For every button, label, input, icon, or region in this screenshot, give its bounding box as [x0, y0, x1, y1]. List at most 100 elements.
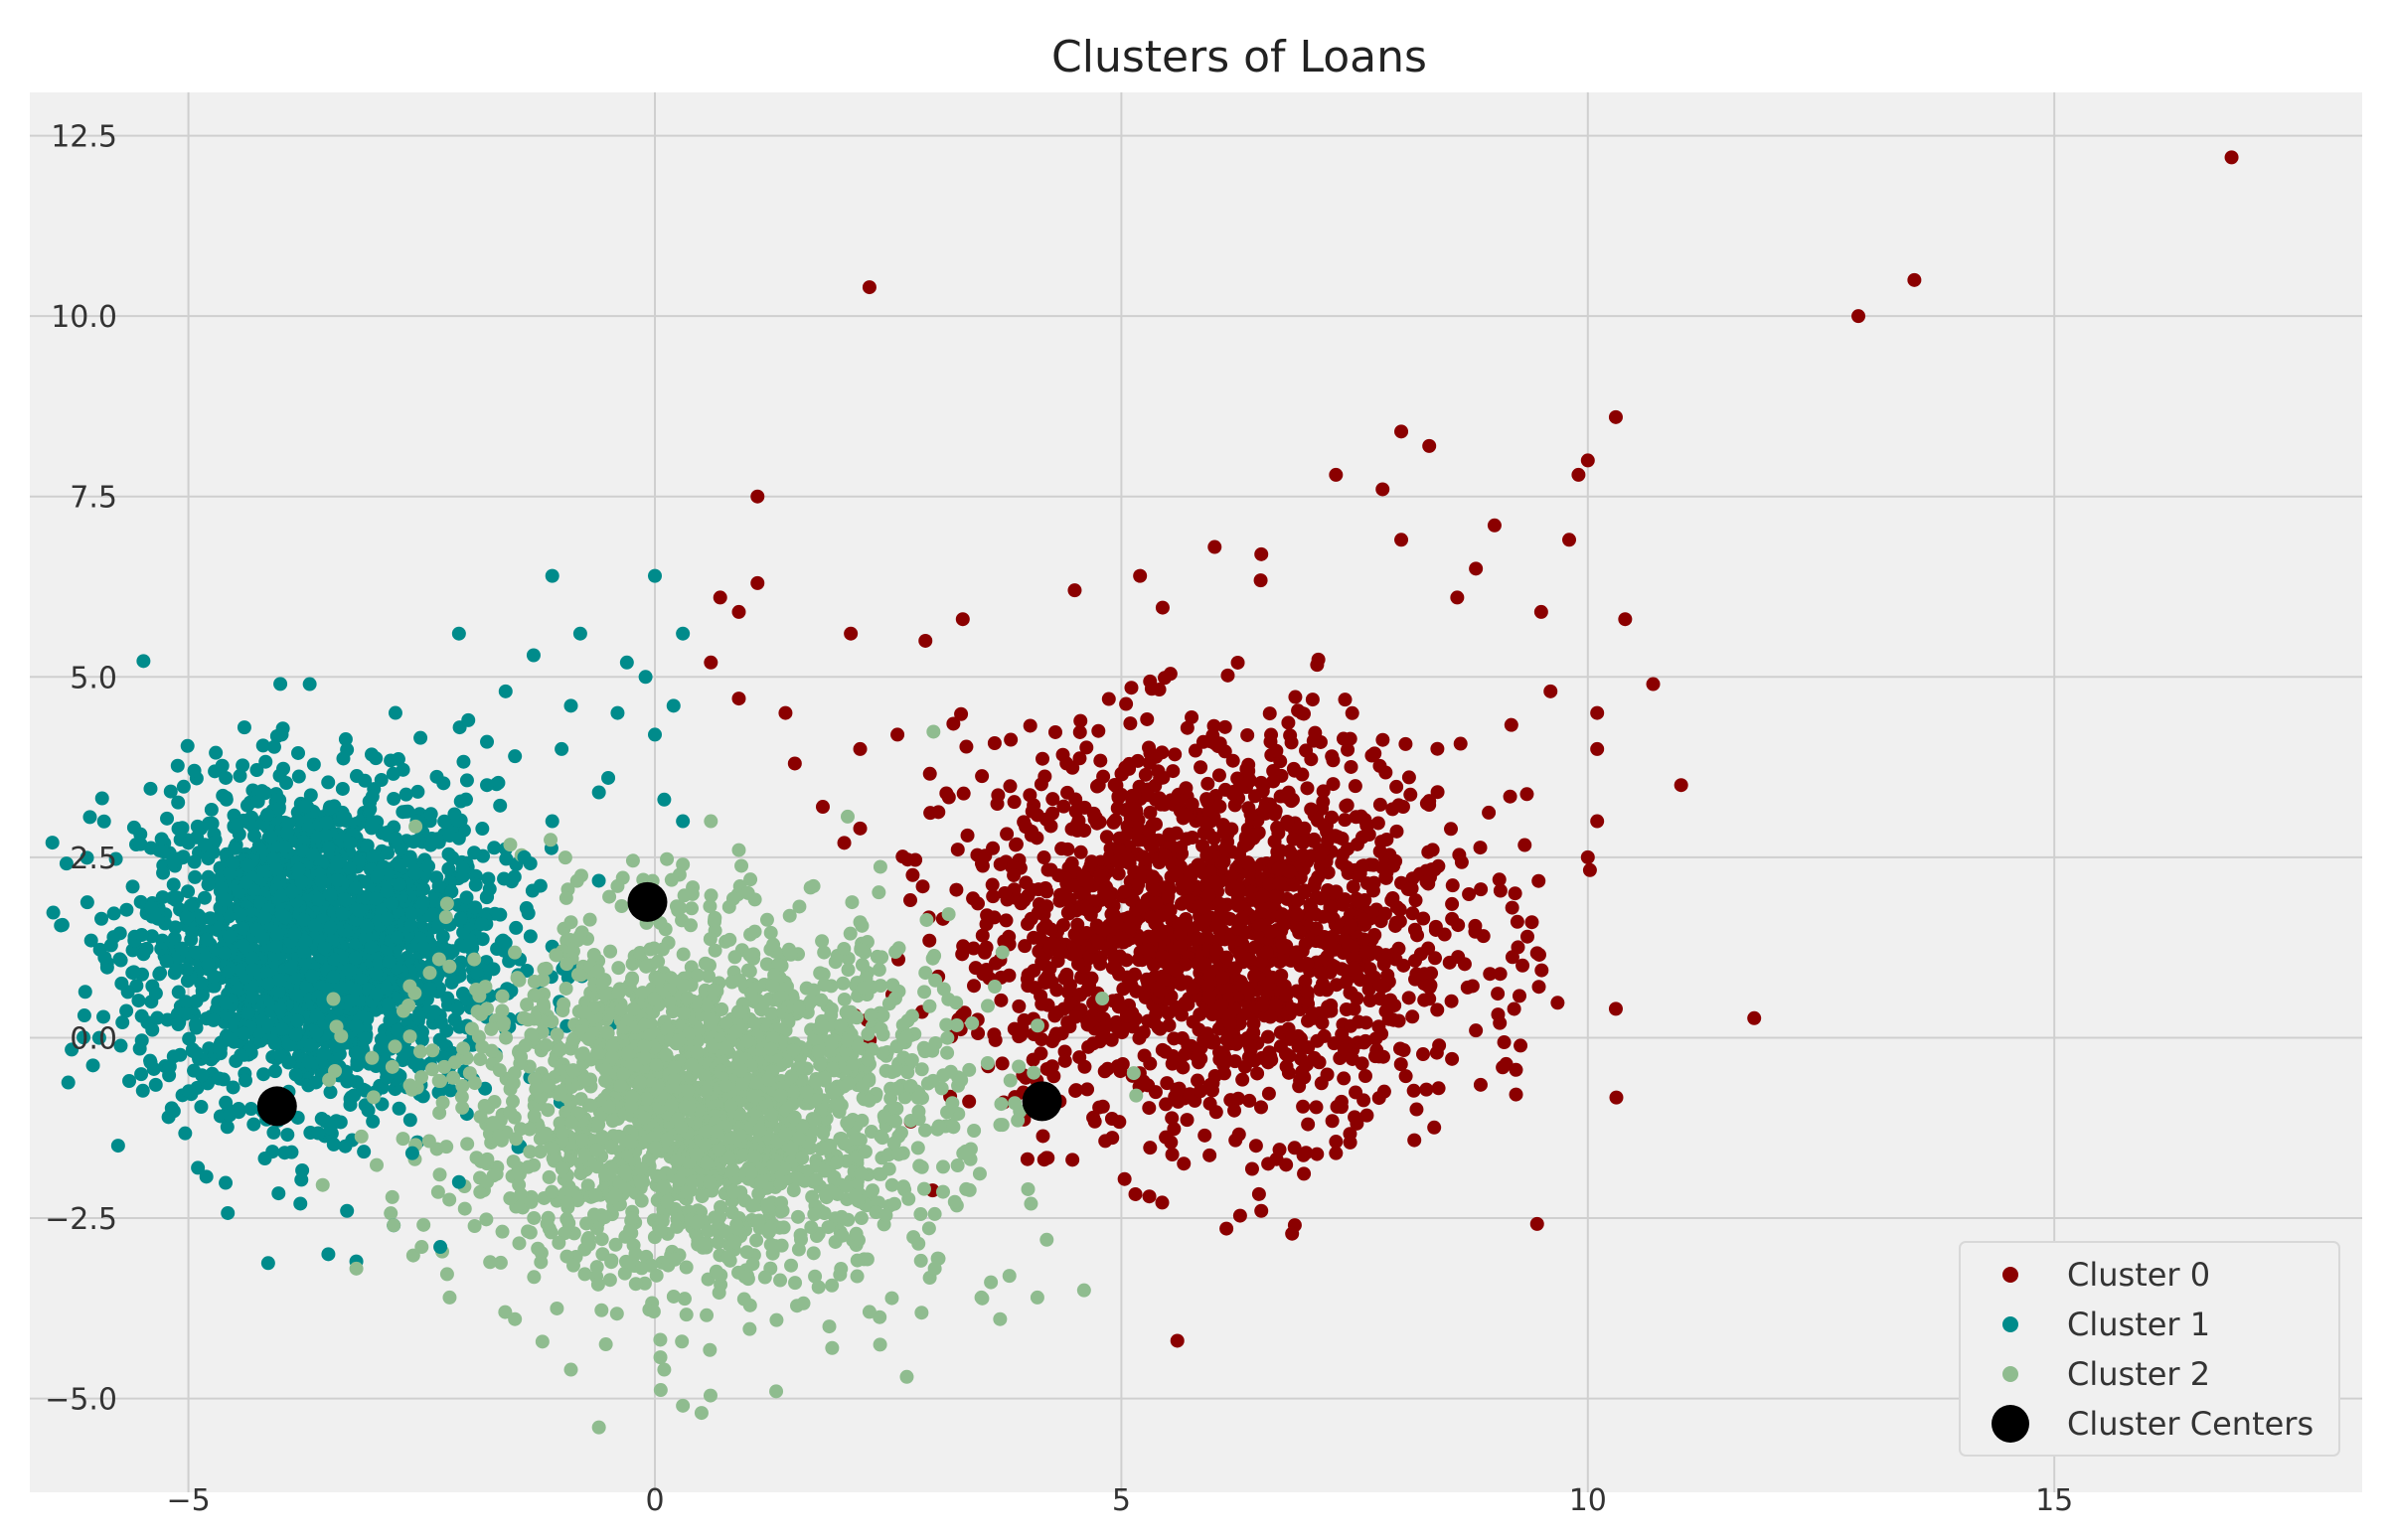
scatter-point: [322, 841, 336, 854]
scatter-point: [1059, 968, 1073, 982]
scatter-point: [218, 893, 232, 907]
scatter-point: [339, 732, 353, 746]
scatter-point: [1345, 760, 1358, 774]
scatter-point: [79, 985, 92, 999]
scatter-point: [456, 861, 470, 875]
scatter-point: [1423, 979, 1437, 993]
scatter-point: [256, 1067, 270, 1081]
scatter-point: [1068, 947, 1082, 961]
scatter-point: [1142, 824, 1156, 838]
scatter-point: [1079, 740, 1093, 754]
scatter-point: [1087, 807, 1101, 821]
scatter-point: [1149, 1006, 1163, 1020]
scatter-point: [381, 847, 395, 860]
scatter-point: [390, 832, 403, 846]
scatter-point: [54, 918, 68, 932]
scatter-point: [1300, 781, 1314, 795]
scatter-point: [1506, 901, 1519, 915]
scatter-point: [1186, 797, 1199, 811]
scatter-point: [1200, 1026, 1214, 1040]
scatter-point: [167, 854, 181, 868]
scatter-point: [1335, 962, 1349, 976]
scatter-point: [1520, 930, 1534, 944]
scatter-point: [1177, 1156, 1191, 1170]
scatter-point: [1462, 887, 1476, 901]
scatter-point: [323, 802, 337, 816]
scatter-point: [335, 907, 349, 921]
scatter-point: [1186, 831, 1199, 845]
scatter-point: [1021, 1153, 1035, 1166]
scatter-point: [1583, 863, 1597, 877]
scatter-point: [1093, 869, 1107, 883]
scatter-point: [1208, 875, 1222, 889]
scatter-point: [1356, 912, 1370, 926]
scatter-point: [1002, 969, 1016, 983]
scatter-point: [1174, 940, 1188, 954]
scatter-point: [1233, 1209, 1247, 1223]
scatter-point: [273, 677, 287, 691]
scatter-point: [1421, 942, 1435, 956]
scatter-point: [290, 989, 304, 1002]
scatter-point: [1261, 1055, 1275, 1069]
scatter-point: [233, 769, 246, 783]
scatter-point: [1051, 868, 1065, 882]
scatter-point: [416, 941, 430, 955]
scatter-point: [654, 1383, 668, 1397]
scatter-point: [1132, 834, 1146, 847]
scatter-point: [1531, 874, 1545, 888]
scatter-point: [1504, 790, 1517, 804]
scatter-point: [1176, 1060, 1190, 1074]
scatter-point: [1262, 1087, 1276, 1101]
scatter-point: [1010, 838, 1024, 851]
scatter-point: [1468, 925, 1482, 939]
scatter-point: [1223, 1016, 1237, 1030]
scatter-point: [223, 930, 237, 944]
scatter-point: [1402, 770, 1416, 784]
scatter-point: [1337, 1071, 1351, 1085]
scatter-point: [1394, 1057, 1408, 1071]
scatter-point: [1083, 1015, 1097, 1029]
scatter-point: [1143, 1141, 1157, 1155]
scatter-point: [1374, 1027, 1388, 1041]
scatter-point: [954, 707, 968, 721]
scatter-point: [306, 847, 320, 861]
scatter-point: [1036, 1129, 1049, 1143]
scatter-point: [1142, 944, 1156, 958]
scatter-point: [383, 955, 397, 969]
scatter-point: [1293, 1073, 1307, 1087]
scatter-point: [1339, 693, 1353, 706]
scatter-point: [1111, 790, 1125, 804]
scatter-point: [1375, 981, 1389, 995]
scatter-point: [1098, 1064, 1112, 1078]
scatter-point: [258, 910, 272, 924]
scatter-point: [1158, 671, 1172, 685]
scatter-point: [475, 822, 489, 836]
scatter-point: [923, 767, 937, 781]
scatter-point: [1249, 1139, 1263, 1153]
scatter-point: [1346, 706, 1359, 720]
scatter-point: [363, 802, 377, 816]
scatter-point: [80, 895, 94, 909]
scatter-point: [425, 1043, 439, 1057]
scatter-point: [62, 1076, 76, 1090]
scatter-point: [1174, 841, 1188, 854]
scatter-point: [509, 921, 523, 935]
scatter-point: [1037, 850, 1051, 864]
scatter-point: [234, 1048, 247, 1062]
scatter-point: [1474, 882, 1488, 896]
scatter-point: [239, 875, 253, 889]
scatter-point: [1383, 994, 1397, 1007]
scatter-point: [1136, 849, 1150, 863]
scatter-point: [358, 774, 372, 788]
scatter-point: [1212, 768, 1226, 782]
scatter-point: [1212, 897, 1226, 911]
scatter-point: [611, 961, 625, 975]
scatter-point: [1174, 978, 1188, 992]
scatter-point: [1214, 998, 1228, 1011]
scatter-point: [1293, 925, 1307, 939]
scatter-point: [499, 851, 513, 865]
scatter-point: [1197, 1129, 1211, 1143]
scatter-point: [389, 706, 402, 720]
scatter-point: [1200, 794, 1214, 808]
scatter-point: [1120, 953, 1134, 967]
